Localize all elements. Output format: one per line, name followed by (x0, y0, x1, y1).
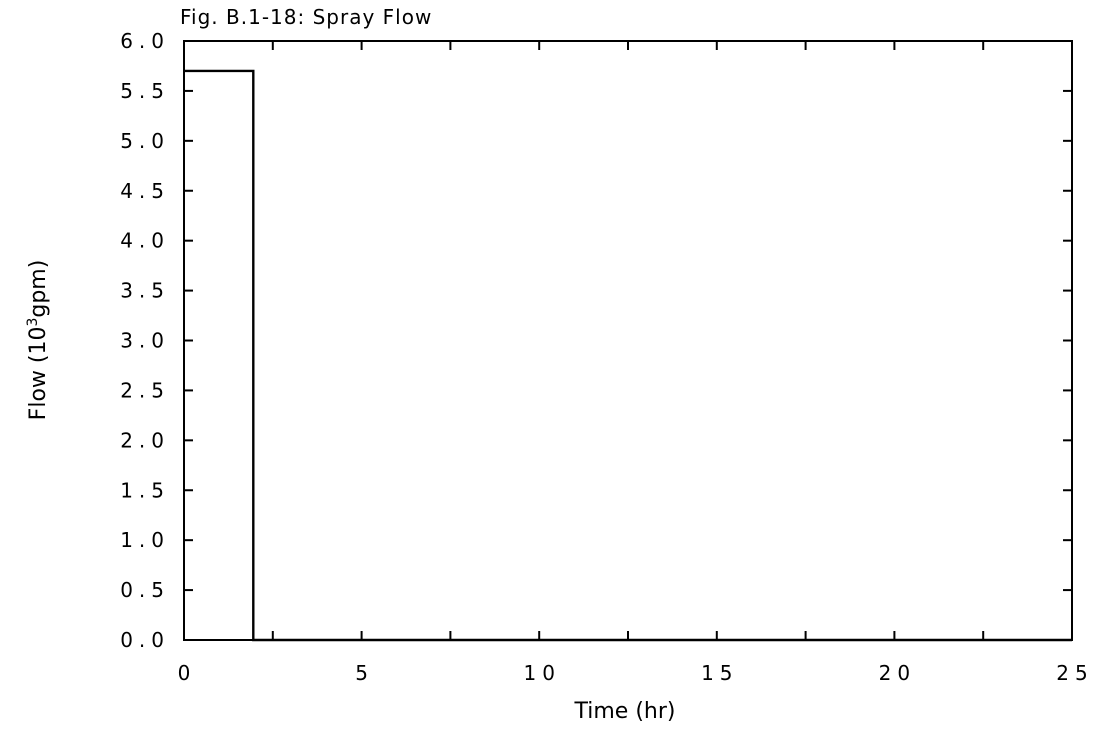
y-tick-label: 4.0 (120, 229, 170, 253)
y-axis-title-suffix: gpm) (26, 260, 51, 318)
y-tick-label: 0.0 (120, 628, 170, 652)
y-tick-label: 3.0 (120, 329, 170, 353)
y-axis-title-prefix: Flow (10 (26, 327, 51, 421)
y-axis-title-superscript: 3 (25, 318, 41, 327)
x-tick-label: 15 (701, 661, 738, 685)
x-axis-title: Time (hr) (574, 699, 676, 724)
y-tick-label: 6.0 (120, 29, 170, 53)
plot-frame-layer (183, 40, 1073, 641)
x-tick-label: 0 (178, 661, 197, 685)
y-tick-label: 1.5 (120, 478, 170, 502)
y-tick-label: 1.0 (120, 528, 170, 552)
series-layer (184, 69, 1072, 642)
x-tick-label: 20 (879, 661, 916, 685)
y-tick-label: 5.0 (120, 129, 170, 153)
x-tick-label: 5 (355, 661, 374, 685)
chart-title: Fig. B.1-18: Spray Flow (180, 5, 432, 29)
y-tick-label: 2.5 (120, 378, 170, 402)
y-axis-title: Flow (103gpm) (25, 260, 51, 421)
series-line-0 (184, 69, 1072, 642)
y-tick-label: 3.5 (120, 279, 170, 303)
x-tick-label: 25 (1056, 661, 1093, 685)
y-tick-label: 0.5 (120, 578, 170, 602)
x-tick-label: 10 (523, 661, 560, 685)
y-tick-label: 5.5 (120, 79, 170, 103)
plot-frame (183, 40, 1073, 641)
y-tick-label: 4.5 (120, 179, 170, 203)
y-tick-label: 2.0 (120, 428, 170, 452)
tick-marks-layer (183, 40, 1073, 641)
tick-labels-layer: 0 5 10 15 20 25 0.0 0.5 1.0 1.5 2.0 2.5 3.0 3.5 4.0 4.5… (120, 29, 1093, 685)
